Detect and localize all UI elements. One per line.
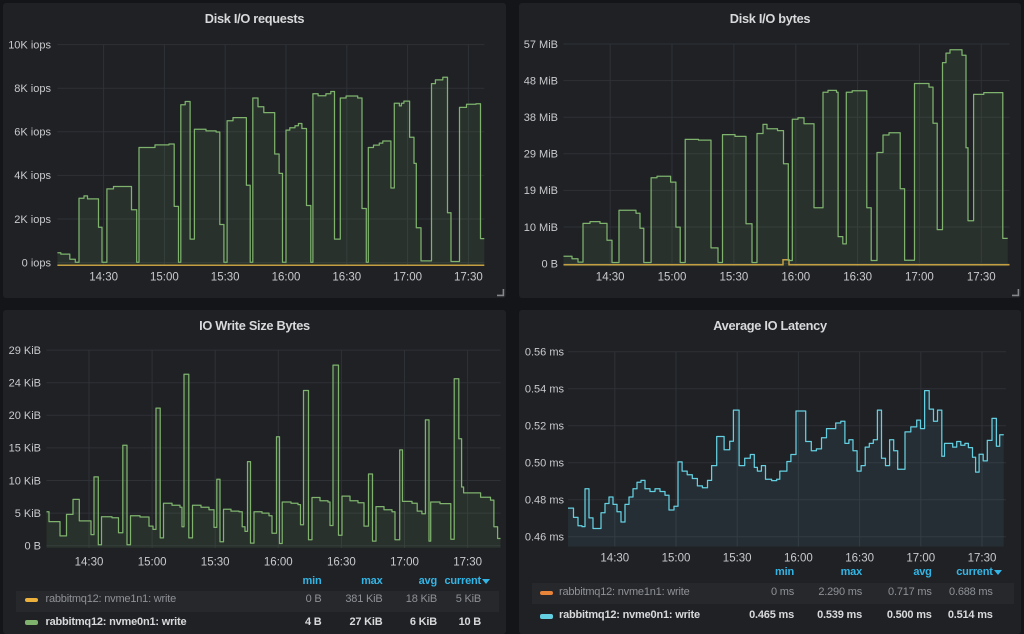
svg-text:0 B: 0 B: [24, 541, 41, 553]
svg-text:14:30: 14:30: [89, 271, 118, 283]
svg-text:20 KiB: 20 KiB: [9, 410, 41, 422]
svg-text:15:30: 15:30: [201, 556, 230, 568]
svg-text:16:30: 16:30: [845, 552, 874, 564]
svg-text:16:30: 16:30: [327, 556, 356, 568]
svg-text:16:30: 16:30: [332, 271, 361, 283]
svg-text:15:30: 15:30: [211, 271, 240, 283]
svg-text:16:30: 16:30: [843, 271, 872, 283]
svg-text:17:30: 17:30: [967, 271, 996, 283]
svg-text:6K iops: 6K iops: [14, 127, 51, 139]
svg-text:14:30: 14:30: [600, 552, 629, 564]
svg-text:16:00: 16:00: [264, 556, 293, 568]
svg-text:0 iops: 0 iops: [22, 257, 52, 269]
svg-text:17:30: 17:30: [968, 552, 997, 564]
svg-text:14:30: 14:30: [75, 556, 104, 568]
svg-text:24 KiB: 24 KiB: [9, 378, 41, 390]
svg-text:10 KiB: 10 KiB: [9, 475, 41, 487]
svg-text:0.52 ms: 0.52 ms: [525, 421, 565, 433]
svg-text:29 KiB: 29 KiB: [9, 345, 41, 357]
svg-text:19 MiB: 19 MiB: [524, 185, 558, 197]
svg-text:8K iops: 8K iops: [14, 83, 51, 95]
svg-text:17:00: 17:00: [905, 271, 934, 283]
svg-text:0.46 ms: 0.46 ms: [525, 532, 565, 544]
svg-text:38 MiB: 38 MiB: [524, 112, 558, 124]
svg-text:0 B: 0 B: [541, 258, 558, 270]
svg-text:48 MiB: 48 MiB: [524, 75, 558, 87]
svg-text:16:00: 16:00: [781, 271, 810, 283]
svg-text:15:30: 15:30: [720, 271, 749, 283]
svg-text:17:00: 17:00: [906, 552, 935, 564]
svg-text:57 MiB: 57 MiB: [524, 39, 558, 51]
svg-text:0.48 ms: 0.48 ms: [525, 495, 565, 507]
svg-text:29 MiB: 29 MiB: [524, 149, 558, 161]
svg-text:10 MiB: 10 MiB: [524, 222, 558, 234]
svg-text:0.54 ms: 0.54 ms: [525, 384, 565, 396]
svg-text:17:00: 17:00: [390, 556, 419, 568]
svg-text:4K iops: 4K iops: [14, 170, 51, 182]
svg-text:15 KiB: 15 KiB: [9, 443, 41, 455]
svg-text:17:30: 17:30: [454, 271, 483, 283]
svg-text:5 KiB: 5 KiB: [15, 508, 41, 520]
svg-text:17:00: 17:00: [393, 271, 422, 283]
svg-text:2K iops: 2K iops: [14, 214, 51, 226]
svg-text:15:00: 15:00: [138, 556, 167, 568]
svg-text:15:00: 15:00: [658, 271, 687, 283]
svg-text:0.50 ms: 0.50 ms: [525, 458, 565, 470]
svg-text:0.56 ms: 0.56 ms: [525, 347, 565, 359]
svg-text:16:00: 16:00: [272, 271, 301, 283]
svg-text:15:00: 15:00: [150, 271, 179, 283]
svg-text:17:30: 17:30: [453, 556, 482, 568]
svg-text:14:30: 14:30: [596, 271, 625, 283]
svg-text:16:00: 16:00: [784, 552, 813, 564]
svg-text:15:00: 15:00: [662, 552, 691, 564]
svg-text:10K iops: 10K iops: [8, 39, 51, 51]
svg-text:15:30: 15:30: [723, 552, 752, 564]
